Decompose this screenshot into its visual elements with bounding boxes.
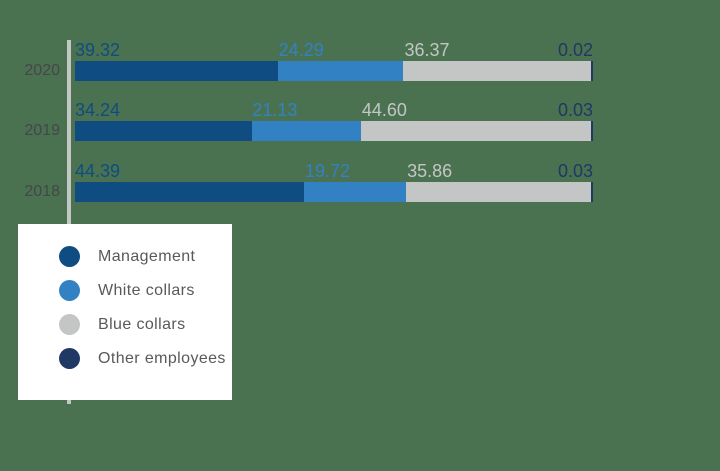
legend-item-white-collars: White collars <box>59 280 232 301</box>
legend-item-blue-collars: Blue collars <box>59 314 232 335</box>
legend: Management White collars Blue collars Other… <box>18 224 232 400</box>
bar-segment-other-employees <box>591 61 594 81</box>
bar-segment-other-employees <box>591 182 593 202</box>
bar-segment-blue-collars <box>403 61 592 81</box>
bar-segment-blue-collars <box>405 182 591 202</box>
legend-item-other-employees: Other employees <box>59 348 232 369</box>
bar-segment-white-collars <box>251 121 361 141</box>
bar-segment-white-collars <box>277 61 404 81</box>
value-label-blue-collars: 36.37 <box>404 40 450 60</box>
legend-label: White collars <box>98 282 195 299</box>
value-label-management: 44.39 <box>75 161 121 181</box>
bar-segment-blue-collars <box>360 121 591 141</box>
value-label-white-collars: 21.13 <box>252 100 298 120</box>
value-labels-row: 44.39 19.72 35.86 0.03 <box>75 161 593 182</box>
legend-items: Management White collars Blue collars Other… <box>59 246 232 369</box>
bar-segment-management <box>75 182 305 202</box>
legend-label: Blue collars <box>98 316 186 333</box>
legend-item-management: Management <box>59 246 232 267</box>
value-label-other-employees: 0.03 <box>557 100 593 120</box>
legend-label: Management <box>98 248 196 265</box>
value-label-other-employees: 0.02 <box>557 40 593 60</box>
value-label-blue-collars: 44.60 <box>361 100 407 120</box>
bar-segment-other-employees <box>591 121 593 141</box>
legend-swatch-blue-collars-icon <box>59 314 80 335</box>
value-label-white-collars: 19.72 <box>304 161 350 181</box>
bar-segment-management <box>75 61 278 81</box>
value-labels-row: 34.24 21.13 44.60 0.03 <box>75 100 593 121</box>
category-label: 2020 <box>24 62 60 79</box>
legend-swatch-management-icon <box>59 246 80 267</box>
value-label-white-collars: 24.29 <box>278 40 324 60</box>
value-label-management: 34.24 <box>75 100 121 120</box>
category-label: 2019 <box>24 122 60 139</box>
value-label-management: 39.32 <box>75 40 121 60</box>
legend-swatch-other-employees-icon <box>59 348 80 369</box>
bar-segment-management <box>75 121 252 141</box>
bar-2020 <box>75 61 594 81</box>
bar-2018 <box>75 182 593 202</box>
value-label-other-employees: 0.03 <box>557 161 593 181</box>
category-label: 2018 <box>24 183 60 200</box>
bar-segment-white-collars <box>304 182 406 202</box>
y-axis-line <box>67 40 71 404</box>
value-labels-row: 39.32 24.29 36.37 0.02 <box>75 40 593 61</box>
legend-label: Other employees <box>98 350 226 367</box>
bar-2019 <box>75 121 593 141</box>
legend-swatch-white-collars-icon <box>59 280 80 301</box>
value-label-blue-collars: 35.86 <box>407 161 453 181</box>
